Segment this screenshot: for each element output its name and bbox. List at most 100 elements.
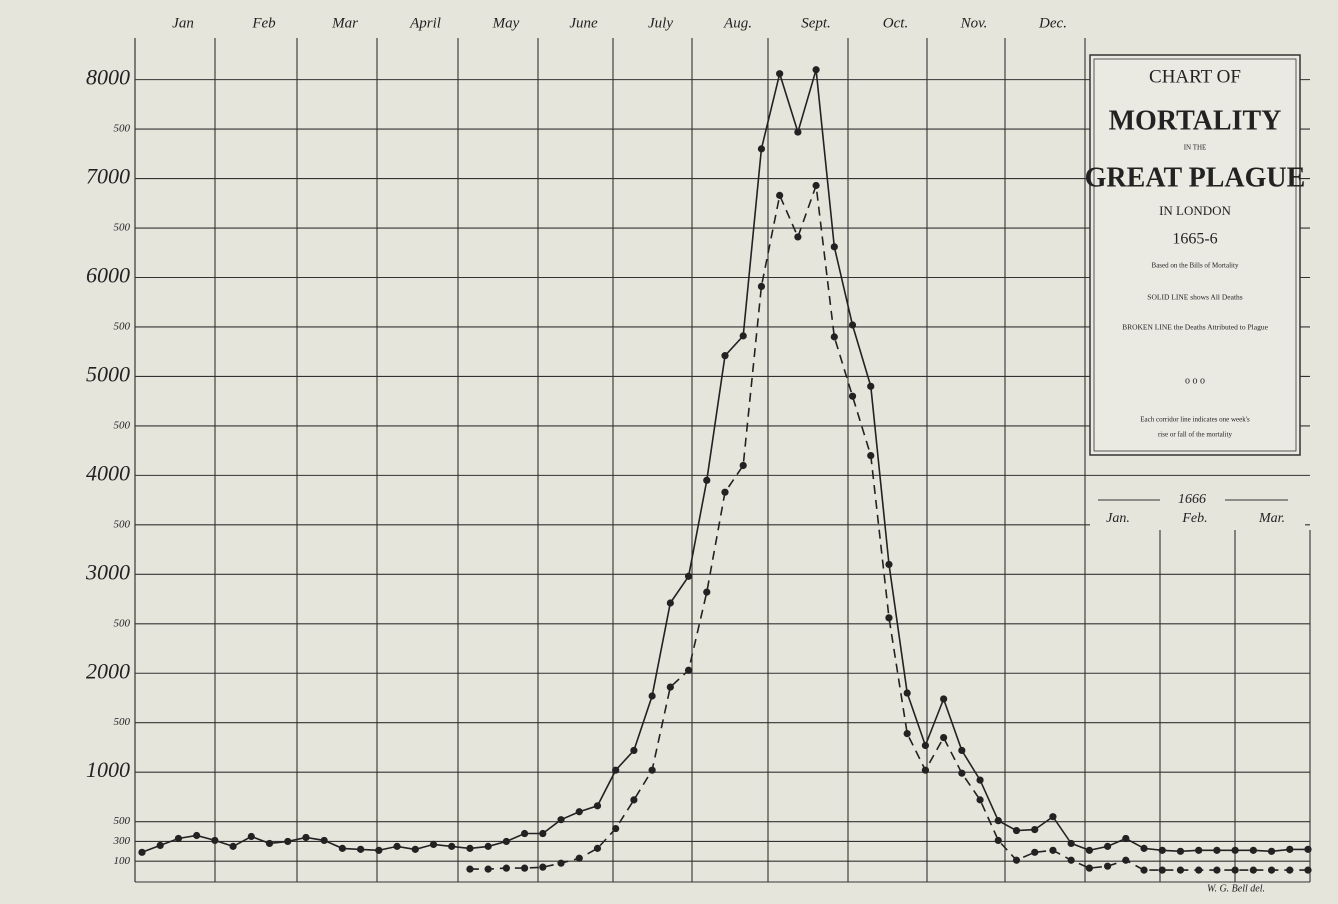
data-point	[520, 864, 529, 872]
title-box	[1089, 54, 1301, 456]
data-point	[757, 145, 766, 153]
data-point	[684, 666, 693, 674]
data-point	[1140, 844, 1148, 852]
y-tick-label: 500	[114, 617, 131, 629]
data-point	[940, 733, 948, 742]
month-label: Nov.	[960, 15, 988, 31]
data-point	[1012, 856, 1021, 864]
data-point	[757, 282, 766, 291]
data-point	[211, 836, 219, 845]
data-point	[1176, 847, 1185, 855]
data-point	[429, 840, 438, 849]
y-tick-label: 4000	[86, 460, 130, 485]
data-point	[1122, 834, 1130, 843]
data-point	[484, 865, 492, 873]
data-point	[848, 321, 857, 329]
signature: W. G. Bell del.	[1207, 883, 1265, 894]
data-point	[721, 488, 729, 496]
data-point	[1049, 846, 1057, 854]
data-point	[1031, 848, 1039, 856]
year-label: 1666	[1178, 492, 1206, 507]
legend-entry: SOLID LINE shows All Deaths	[1147, 293, 1242, 302]
title-line: MORTALITY	[1109, 105, 1282, 136]
y-tick-label: 7000	[86, 164, 130, 189]
data-point	[776, 191, 784, 199]
data-point	[721, 352, 729, 360]
data-point	[1067, 839, 1075, 848]
title-line: CHART OF	[1149, 66, 1241, 87]
y-tick-label: 5000	[86, 361, 130, 386]
month-label: May	[492, 15, 520, 31]
data-point	[302, 833, 310, 842]
data-point	[1140, 866, 1148, 874]
data-point	[1249, 846, 1257, 854]
data-point	[739, 461, 747, 470]
data-point	[630, 796, 638, 804]
month-label: Dec.	[1038, 15, 1067, 31]
data-point	[502, 837, 510, 846]
month-label: Mar	[331, 15, 358, 31]
title-line: 1665-6	[1172, 231, 1217, 248]
data-point	[484, 842, 492, 850]
data-point	[557, 816, 565, 824]
data-point	[575, 854, 583, 862]
data-point	[466, 844, 474, 852]
ornament: o o o	[1185, 375, 1205, 386]
data-point	[867, 382, 875, 390]
data-point	[1286, 845, 1294, 853]
y-tick-label: 500	[114, 123, 131, 135]
data-point	[1213, 846, 1221, 854]
data-point	[1267, 847, 1276, 855]
data-point	[1031, 825, 1039, 834]
series-line	[469, 185, 1308, 871]
data-point	[994, 817, 1002, 825]
data-point	[958, 746, 966, 755]
data-point	[794, 233, 802, 241]
data-point	[1304, 845, 1312, 853]
data-point	[575, 808, 583, 816]
data-point	[1103, 842, 1112, 850]
data-point	[612, 766, 620, 774]
data-point	[520, 829, 529, 838]
note: Each corridor line indicates one week's	[1140, 416, 1250, 424]
y-tick-label: 500	[114, 419, 131, 431]
data-point	[229, 842, 237, 850]
data-point	[921, 766, 930, 774]
label-bg	[1090, 488, 1305, 528]
data-point	[502, 864, 510, 872]
data-point	[1304, 866, 1312, 874]
data-point	[903, 689, 911, 697]
month-label: June	[569, 15, 598, 31]
month-label: Jan	[172, 15, 194, 31]
data-point	[193, 831, 201, 840]
data-point	[1122, 856, 1130, 864]
subtitle: Based on the Bills of Mortality	[1152, 262, 1239, 270]
title-box-inner	[1093, 58, 1297, 452]
data-point	[1158, 846, 1166, 854]
data-point	[684, 572, 693, 580]
data-point	[138, 848, 146, 856]
month-label: Jan.	[1106, 511, 1130, 526]
month-label: Oct.	[883, 15, 908, 31]
data-point	[1103, 862, 1112, 870]
data-point	[1267, 866, 1276, 874]
data-point	[903, 729, 911, 738]
data-point	[848, 392, 857, 400]
y-tick-label: 500	[114, 320, 131, 332]
y-tick-label: 500	[114, 716, 131, 728]
data-point	[612, 824, 620, 833]
data-point	[320, 836, 328, 845]
data-point	[1085, 846, 1093, 854]
y-tick-label: 100	[114, 855, 131, 867]
y-tick-label: 8000	[86, 65, 130, 90]
y-tick-label: 1000	[86, 757, 130, 782]
data-point	[1249, 866, 1257, 874]
data-point	[958, 769, 966, 777]
data-point	[830, 243, 838, 251]
data-point	[885, 560, 893, 569]
month-label: Aug.	[723, 15, 752, 31]
data-point	[830, 333, 838, 341]
data-point	[739, 332, 747, 340]
data-point	[174, 834, 183, 843]
